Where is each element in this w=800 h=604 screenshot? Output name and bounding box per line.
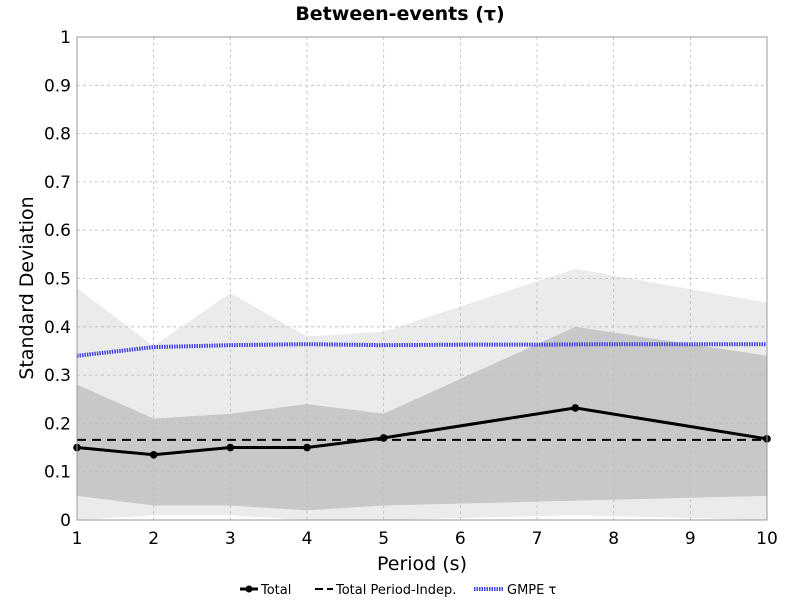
legend-marker [245,585,253,593]
data-point-total [226,443,235,452]
data-point-total [571,404,580,412]
y-tick-label: 0.7 [44,173,71,193]
x-tick-label: 5 [378,529,389,549]
x-tick-label: 9 [685,529,696,549]
x-tick-label: 10 [756,529,778,549]
band-inner-range [77,326,767,511]
data-point-total [303,443,311,452]
data-point-total [149,450,158,459]
y-tick-label: 0.9 [44,76,71,96]
x-tick-label: 2 [148,529,159,549]
plot-border [76,36,768,521]
y-tick-label: 0.2 [44,414,71,434]
y-tick-label: 0 [60,511,71,531]
legend-item: Total Period-Indep. [315,583,456,598]
legend-item: Total [240,583,291,598]
legend: Total Total Period-Indep. GMPE τ [240,583,556,598]
y-axis-title: Standard Deviation [16,196,38,379]
x-tick-label: 6 [455,529,466,549]
x-tick-label: 3 [225,529,236,549]
y-tick-label: 0.3 [44,366,71,386]
y-tick-label: 1 [60,28,71,48]
x-tick-label: 7 [532,529,543,549]
chart-title: Between-events (τ) [295,3,504,25]
legend-label: Total [260,583,291,598]
legend-label: Total Period-Indep. [335,583,456,598]
y-tick-label: 0.5 [44,270,71,290]
y-tick-label: 0.6 [44,221,71,241]
legend-label: GMPE τ [507,583,556,598]
series-line-gmpe [76,342,767,358]
x-tick-label: 8 [608,529,619,549]
x-tick-label: 1 [72,529,83,549]
y-tick-label: 0.8 [44,125,71,145]
y-tick-label: 0.4 [44,318,71,338]
range-bands [77,268,767,520]
x-axis-title: Period (s) [377,553,467,575]
y-tick-label: 0.1 [44,463,71,483]
x-tick-label: 4 [302,529,313,549]
tick-labels: 1 2 3 4 5 6 7 8 9 10 0 0.1 0.2 0.3 0.4 0.5 0.6 0.7 0.8 0.9 1 [44,28,778,549]
legend-item: GMPE τ [474,583,556,598]
